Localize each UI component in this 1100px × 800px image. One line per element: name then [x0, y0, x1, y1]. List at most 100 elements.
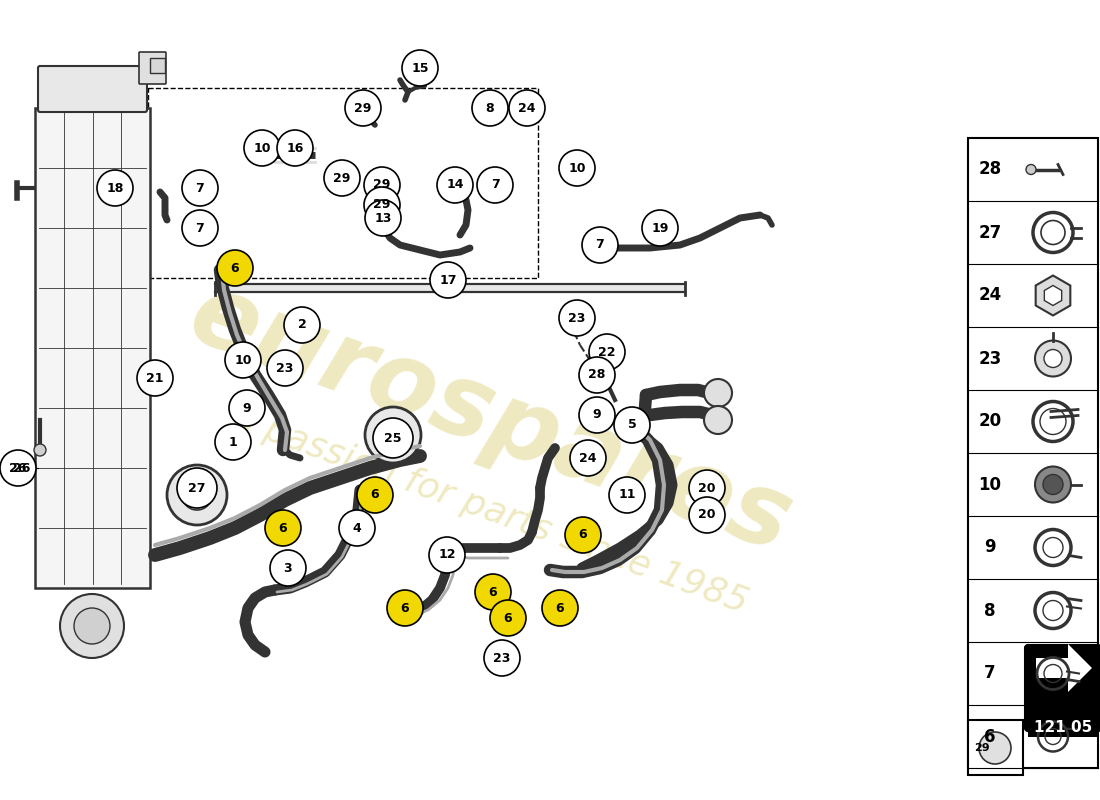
Text: 28: 28	[588, 369, 606, 382]
Circle shape	[429, 537, 465, 573]
Circle shape	[704, 406, 732, 434]
Text: 27: 27	[188, 482, 206, 494]
Circle shape	[1026, 165, 1036, 174]
Text: 29: 29	[373, 178, 390, 191]
Circle shape	[437, 167, 473, 203]
Circle shape	[267, 350, 303, 386]
Text: 9: 9	[984, 538, 996, 557]
Circle shape	[475, 574, 512, 610]
Circle shape	[34, 444, 46, 456]
Circle shape	[265, 510, 301, 546]
Circle shape	[402, 50, 438, 86]
Circle shape	[167, 465, 227, 525]
Circle shape	[284, 307, 320, 343]
FancyBboxPatch shape	[968, 138, 1098, 768]
Circle shape	[559, 150, 595, 186]
Circle shape	[609, 477, 645, 513]
Text: 15: 15	[411, 62, 429, 74]
Circle shape	[97, 170, 133, 206]
Circle shape	[364, 187, 400, 223]
FancyBboxPatch shape	[150, 58, 165, 73]
FancyBboxPatch shape	[39, 66, 147, 112]
Circle shape	[559, 300, 595, 336]
Circle shape	[364, 167, 400, 203]
Text: 6: 6	[579, 529, 587, 542]
Text: 3: 3	[284, 562, 293, 574]
Text: 20: 20	[698, 509, 716, 522]
Text: 6: 6	[984, 727, 996, 746]
Text: 10: 10	[569, 162, 585, 174]
Text: 29: 29	[354, 102, 372, 114]
Circle shape	[387, 590, 424, 626]
Circle shape	[1044, 350, 1061, 367]
Circle shape	[1043, 474, 1063, 494]
Text: 9: 9	[593, 409, 602, 422]
Text: ◇: ◇	[205, 478, 216, 492]
Text: 8: 8	[984, 602, 996, 619]
Text: 8: 8	[486, 102, 494, 114]
Circle shape	[1035, 341, 1071, 377]
Text: 4: 4	[353, 522, 362, 534]
Circle shape	[1035, 466, 1071, 502]
FancyBboxPatch shape	[1025, 645, 1100, 731]
Text: 24: 24	[518, 102, 536, 114]
Text: 7: 7	[196, 222, 205, 234]
Circle shape	[614, 407, 650, 443]
Text: 121 05: 121 05	[1034, 719, 1092, 734]
Circle shape	[244, 130, 280, 166]
Text: 23: 23	[978, 350, 1002, 367]
Text: 20: 20	[698, 482, 716, 494]
Circle shape	[214, 424, 251, 460]
Circle shape	[570, 440, 606, 476]
FancyBboxPatch shape	[139, 52, 166, 84]
Text: 23: 23	[276, 362, 294, 374]
Circle shape	[579, 397, 615, 433]
Text: 6: 6	[400, 602, 409, 614]
Text: 10: 10	[979, 475, 1001, 494]
Circle shape	[182, 210, 218, 246]
Circle shape	[138, 360, 173, 396]
Text: 7: 7	[196, 182, 205, 194]
Text: 27: 27	[978, 223, 1002, 242]
Text: 6: 6	[278, 522, 287, 534]
Text: 17: 17	[439, 274, 456, 286]
Circle shape	[182, 480, 212, 510]
Circle shape	[345, 90, 381, 126]
Circle shape	[365, 407, 421, 463]
Circle shape	[689, 497, 725, 533]
Text: 10: 10	[253, 142, 271, 154]
Text: 25: 25	[384, 431, 402, 445]
Text: 12: 12	[438, 549, 455, 562]
Text: 6: 6	[231, 262, 240, 274]
Polygon shape	[1036, 644, 1092, 692]
Circle shape	[477, 167, 513, 203]
Circle shape	[229, 390, 265, 426]
Circle shape	[373, 418, 412, 458]
Text: 6: 6	[556, 602, 564, 614]
Text: 6: 6	[371, 489, 380, 502]
Text: 7: 7	[595, 238, 604, 251]
Text: 23: 23	[569, 311, 585, 325]
FancyBboxPatch shape	[968, 720, 1023, 775]
Text: 26: 26	[13, 462, 31, 474]
Text: eurospares: eurospares	[176, 266, 804, 574]
Circle shape	[642, 210, 678, 246]
Text: 24: 24	[580, 451, 596, 465]
Circle shape	[484, 640, 520, 676]
Circle shape	[358, 477, 393, 513]
Text: 28: 28	[978, 161, 1002, 178]
Text: 6: 6	[504, 611, 513, 625]
Text: 22: 22	[598, 346, 616, 358]
Text: 9: 9	[243, 402, 251, 414]
Circle shape	[277, 130, 313, 166]
Text: 14: 14	[447, 178, 464, 191]
Text: 20: 20	[978, 413, 1002, 430]
Circle shape	[379, 421, 407, 449]
Text: 1: 1	[229, 435, 238, 449]
Circle shape	[509, 90, 544, 126]
Circle shape	[182, 170, 218, 206]
Circle shape	[365, 200, 402, 236]
Circle shape	[542, 590, 578, 626]
Text: 18: 18	[107, 182, 123, 194]
Circle shape	[60, 594, 124, 658]
